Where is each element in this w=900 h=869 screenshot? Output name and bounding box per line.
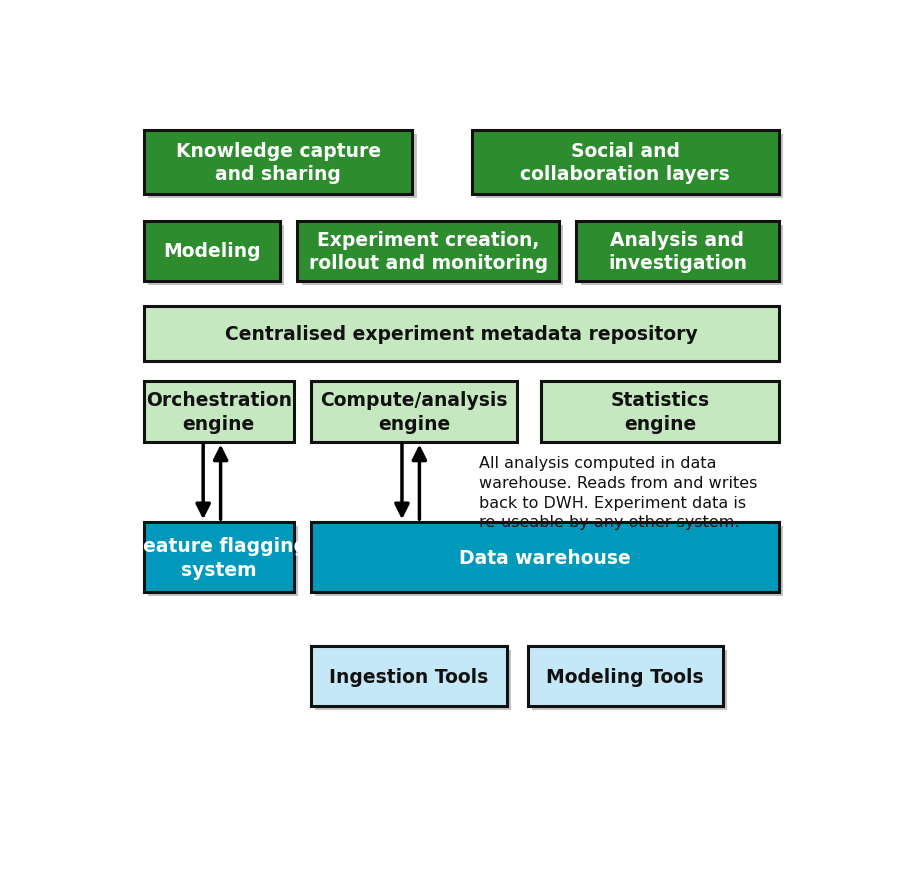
Text: Data warehouse: Data warehouse — [459, 548, 631, 567]
Text: All analysis computed in data
warehouse. Reads from and writes
back to DWH. Expe: All analysis computed in data warehouse.… — [479, 455, 757, 530]
FancyBboxPatch shape — [148, 527, 298, 597]
FancyBboxPatch shape — [527, 647, 723, 706]
FancyBboxPatch shape — [472, 131, 778, 195]
FancyBboxPatch shape — [302, 225, 563, 286]
FancyBboxPatch shape — [144, 222, 280, 282]
FancyBboxPatch shape — [148, 135, 417, 199]
FancyBboxPatch shape — [576, 222, 778, 282]
FancyBboxPatch shape — [144, 382, 293, 442]
FancyBboxPatch shape — [476, 135, 783, 199]
FancyBboxPatch shape — [297, 222, 559, 282]
Text: Compute/analysis
engine: Compute/analysis engine — [320, 391, 508, 434]
FancyBboxPatch shape — [144, 522, 293, 593]
Text: Centralised experiment metadata repository: Centralised experiment metadata reposito… — [225, 325, 698, 344]
Text: Social and
collaboration layers: Social and collaboration layers — [520, 142, 730, 184]
Text: Feature flagging
system: Feature flagging system — [130, 536, 307, 579]
FancyBboxPatch shape — [144, 131, 412, 195]
FancyBboxPatch shape — [580, 225, 783, 286]
FancyBboxPatch shape — [148, 225, 284, 286]
Text: Statistics
engine: Statistics engine — [610, 391, 709, 434]
Text: Orchestration
engine: Orchestration engine — [146, 391, 292, 434]
Text: Ingestion Tools: Ingestion Tools — [329, 667, 489, 686]
Text: Experiment creation,
rollout and monitoring: Experiment creation, rollout and monitor… — [309, 230, 548, 273]
FancyBboxPatch shape — [532, 650, 727, 711]
FancyBboxPatch shape — [542, 382, 778, 442]
Text: Knowledge capture
and sharing: Knowledge capture and sharing — [176, 142, 381, 184]
Text: Modeling Tools: Modeling Tools — [546, 667, 704, 686]
FancyBboxPatch shape — [311, 382, 517, 442]
FancyBboxPatch shape — [316, 650, 511, 711]
FancyBboxPatch shape — [316, 527, 783, 597]
FancyBboxPatch shape — [311, 647, 507, 706]
FancyBboxPatch shape — [311, 522, 778, 593]
Text: Modeling: Modeling — [163, 242, 261, 261]
FancyBboxPatch shape — [144, 307, 778, 362]
Text: Analysis and
investigation: Analysis and investigation — [608, 230, 747, 273]
